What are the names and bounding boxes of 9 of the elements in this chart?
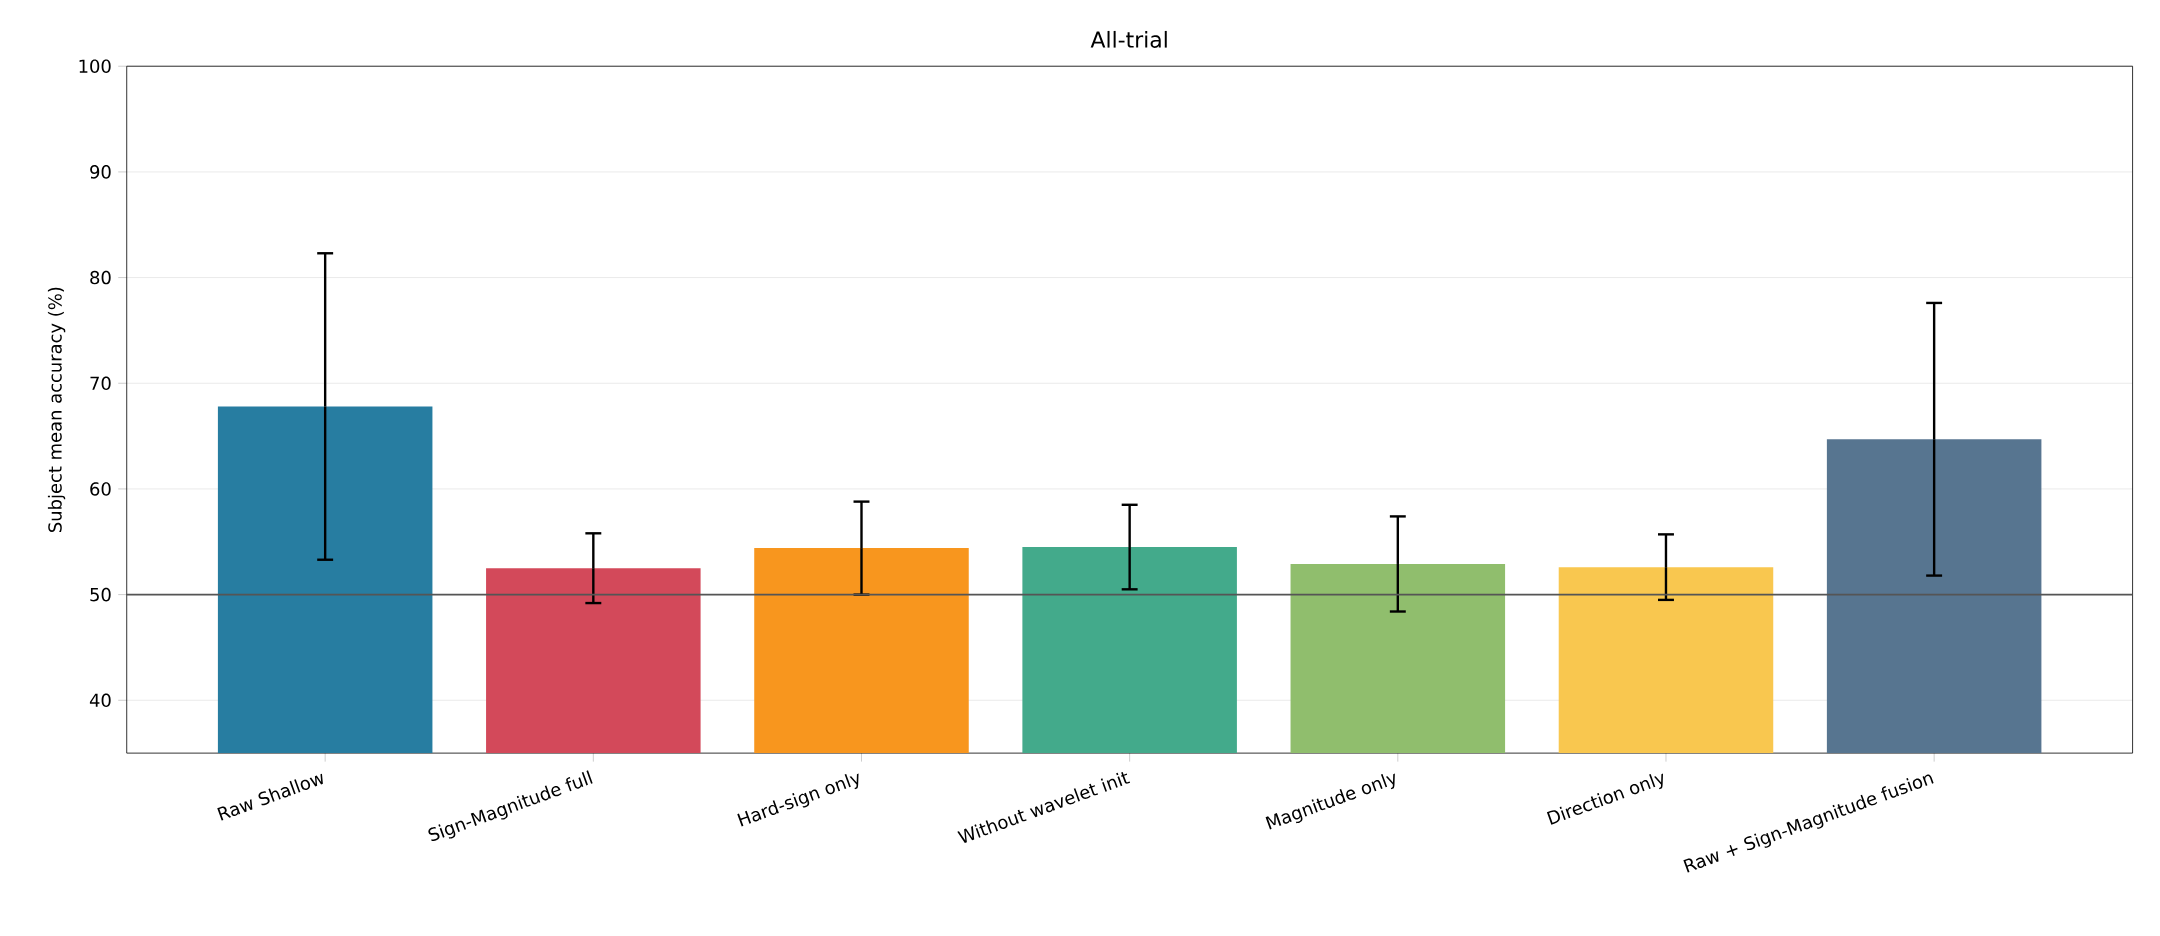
y-tick-label: 60 — [90, 482, 111, 496]
y-axis-title: Subject mean accuracy (%) — [47, 287, 66, 532]
y-tick-label: 50 — [90, 587, 111, 602]
chart-title: All-trial — [1090, 30, 1167, 48]
y-tick-label: 70 — [90, 376, 111, 391]
y-tick-label: 40 — [89, 693, 111, 708]
y-tick-label: 100 — [79, 59, 111, 74]
y-tick-label: 80 — [90, 270, 111, 285]
y-tick-label: 90 — [90, 165, 111, 179]
